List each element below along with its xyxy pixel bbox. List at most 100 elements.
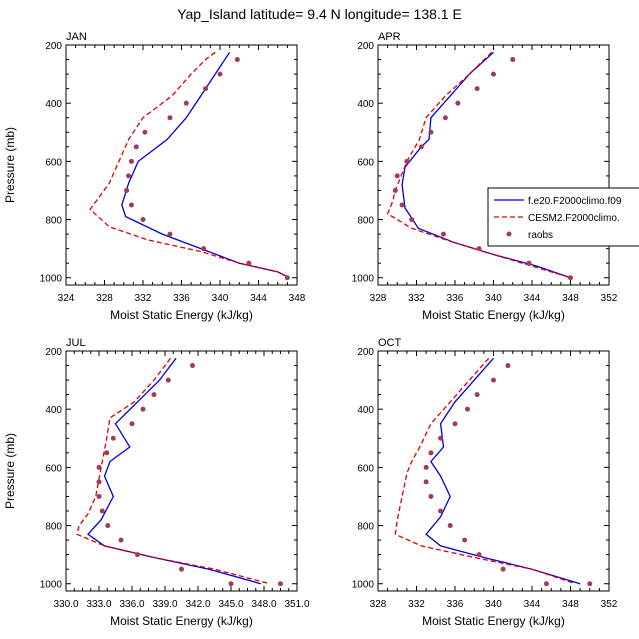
x-tick-label: 342.0	[185, 599, 210, 610]
legend: f.e20.F2000climo.f09 CESM2.F2000climo. rao…	[487, 187, 639, 247]
plot-area	[89, 51, 290, 281]
y-tick-label: 200	[357, 347, 374, 358]
raobs-point	[201, 246, 207, 252]
legend-label: CESM2.F2000climo.	[528, 213, 620, 224]
x-axis-label: Moist Static Energy (kJ/kg)	[110, 614, 253, 628]
y-tick-label: 400	[45, 99, 62, 110]
panel-apr: APR 328 332 336 340 344 348 352 200 400 600 800 1000…	[352, 31, 618, 322]
panel-label: OCT	[378, 337, 402, 349]
plot-frame	[65, 44, 298, 286]
series-line-2	[394, 357, 576, 585]
x-tick-label: 352	[601, 599, 618, 610]
raobs-point	[510, 57, 516, 63]
y-tick-label: 1000	[352, 580, 375, 591]
raobs-point	[179, 566, 184, 572]
x-tick-label: 336.0	[119, 599, 144, 610]
raobs-point	[438, 435, 444, 441]
x-tick-label: 348	[562, 293, 579, 304]
x-tick-label: 332	[408, 599, 425, 610]
panels: JAN 324 328 332 336 340 344 348 200 400 600 800 1000…	[3, 31, 618, 628]
x-tick-label: 348	[562, 599, 579, 610]
raobs-point	[167, 231, 173, 237]
raobs-point	[118, 537, 124, 543]
raobs-point	[474, 392, 480, 398]
plot-frame	[377, 44, 610, 286]
x-tick-label: 344	[524, 293, 541, 304]
series-line-2	[76, 357, 270, 585]
raobs-point	[399, 202, 405, 208]
legend-label: f.e20.F2000climo.f09	[528, 196, 622, 207]
x-tick-label: 340	[212, 293, 229, 304]
y-axis-label: Pressure (mb)	[3, 433, 17, 509]
plot-frame	[377, 350, 610, 592]
raobs-point	[462, 537, 468, 543]
raobs-point	[126, 173, 132, 179]
raobs-point	[587, 581, 593, 587]
raobs-point	[404, 158, 410, 164]
raobs-point	[440, 231, 446, 237]
raobs-point	[203, 86, 209, 92]
raobs-point	[246, 260, 252, 266]
x-tick-label: 345.0	[218, 599, 243, 610]
y-tick-label: 800	[45, 216, 62, 227]
raobs-point	[278, 581, 283, 587]
raobs-point	[140, 217, 146, 223]
x-tick-label: 348	[289, 293, 306, 304]
raobs-point	[505, 363, 511, 369]
y-tick-label: 200	[45, 41, 62, 52]
y-tick-label: 600	[45, 463, 62, 474]
raobs-point	[110, 435, 116, 441]
raobs-point	[96, 464, 102, 470]
raobs-point	[165, 377, 171, 383]
y-tick-label: 400	[357, 99, 374, 110]
y-tick-label: 400	[45, 405, 62, 416]
raobs-point	[423, 479, 429, 485]
raobs-point	[128, 202, 134, 208]
panel-label: APR	[378, 31, 401, 43]
panel-label: JAN	[66, 31, 87, 43]
y-tick-label: 200	[357, 41, 374, 52]
raobs-point	[476, 246, 482, 252]
y-tick-label: 800	[357, 522, 374, 533]
series-line-2	[89, 51, 290, 279]
x-tick-label: 339.0	[152, 599, 177, 610]
raobs-point	[526, 260, 532, 266]
y-tick-label: 800	[357, 216, 374, 227]
raobs-point	[423, 464, 429, 470]
raobs-point	[428, 493, 434, 499]
panel-label: JUL	[66, 337, 86, 349]
x-tick-label: 348.0	[251, 599, 276, 610]
y-tick-label: 200	[45, 347, 62, 358]
raobs-point	[128, 158, 134, 164]
x-tick-label: 328	[96, 293, 113, 304]
x-axis-label: Moist Static Energy (kJ/kg)	[422, 308, 565, 322]
plot-area	[76, 357, 283, 587]
raobs-point	[392, 187, 398, 193]
raobs-point	[447, 523, 453, 529]
raobs-point	[438, 508, 444, 514]
x-tick-label: 344	[524, 599, 541, 610]
y-tick-label: 1000	[352, 274, 375, 285]
raobs-point	[394, 173, 400, 179]
x-tick-label: 352	[601, 293, 618, 304]
raobs-point	[476, 552, 482, 558]
plot-area	[394, 357, 593, 587]
raobs-point	[500, 566, 506, 572]
raobs-point	[465, 406, 471, 412]
raobs-point	[96, 479, 102, 485]
raobs-point	[217, 71, 223, 77]
series-line-2	[386, 51, 571, 279]
raobs-point	[124, 187, 130, 193]
raobs-point	[284, 275, 290, 281]
raobs-point	[442, 115, 448, 121]
raobs-point	[96, 493, 102, 499]
raobs-point	[167, 115, 173, 121]
x-tick-label: 336	[447, 293, 464, 304]
x-tick-label: 344	[250, 293, 267, 304]
raobs-point	[428, 129, 434, 135]
raobs-point	[104, 450, 110, 456]
raobs-point	[491, 71, 496, 77]
y-tick-label: 1000	[40, 580, 63, 591]
raobs-point	[474, 86, 480, 92]
